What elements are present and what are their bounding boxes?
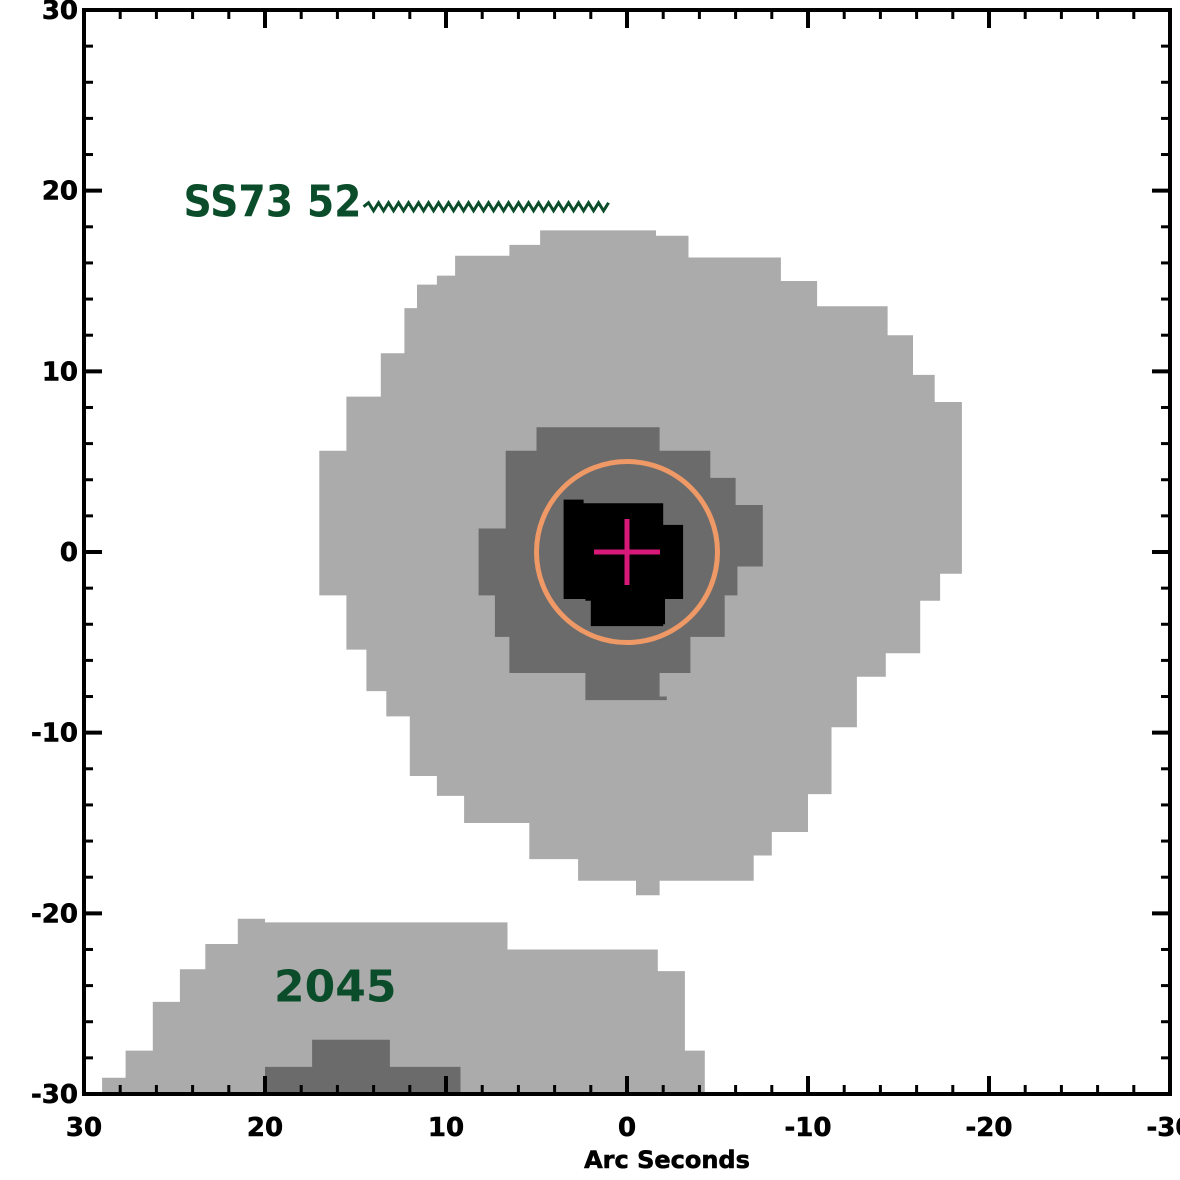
y-tick-label: 0 <box>60 538 78 568</box>
x-tick-label: 20 <box>247 1113 283 1143</box>
markers <box>534 459 720 645</box>
x-tick-label: 0 <box>618 1113 636 1143</box>
source-label-2045: 2045 <box>274 962 396 1013</box>
x-tick-label: 10 <box>428 1113 464 1143</box>
intensity-image <box>84 230 962 1094</box>
source-label-ss73-52: SS73 52 <box>184 177 362 228</box>
source-position-cross <box>594 519 660 585</box>
x-axis-title: Arc Seconds <box>584 1146 750 1174</box>
x-tick-label: -30 <box>1147 1113 1180 1143</box>
inner-emission-region <box>563 499 684 627</box>
x-tick-label: 30 <box>66 1113 102 1143</box>
aperture-circle <box>534 459 720 645</box>
y-tick-label: -20 <box>31 899 78 929</box>
x-tick-label: -20 <box>966 1113 1013 1143</box>
y-tick-label: -10 <box>31 719 78 749</box>
ticks: 30 20 10 0 -10 -20 -30 -30 -20 -10 0 10 20 30 <box>31 0 1180 1143</box>
y-tick-label: 10 <box>42 357 78 387</box>
middle-emission-region-2045 <box>265 1039 461 1094</box>
y-tick-label: 20 <box>42 177 78 207</box>
outer-emission-region-2045 <box>84 918 705 1094</box>
y-tick-label: -30 <box>31 1080 78 1110</box>
x-tick-label: -10 <box>785 1113 832 1143</box>
annotations: SS73 52 2045 <box>184 177 610 1013</box>
source-label-underline-wave <box>362 199 610 214</box>
y-tick-label: 30 <box>42 0 78 26</box>
